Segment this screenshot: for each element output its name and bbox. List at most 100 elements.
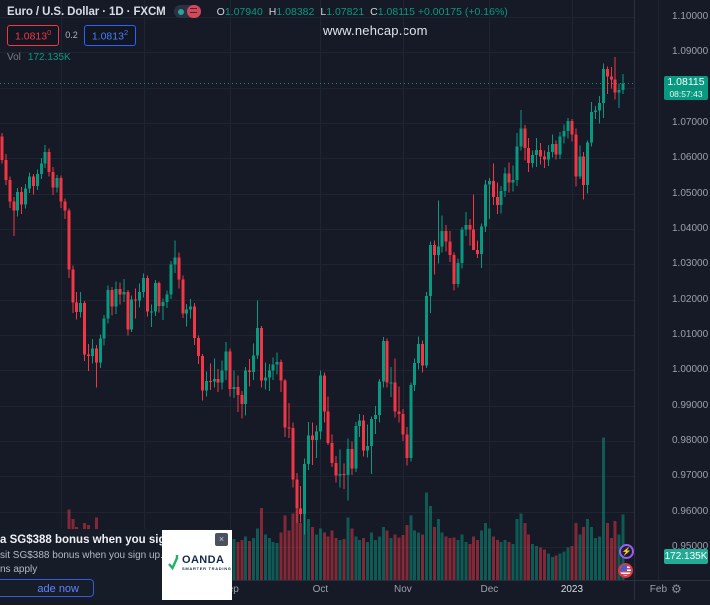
time-tick-label: Dec (480, 584, 499, 595)
volume-bar (303, 505, 307, 580)
candle-body (456, 262, 460, 285)
candle-body (185, 309, 189, 314)
candle-body (401, 414, 405, 435)
candle-body (444, 231, 448, 242)
ad-banner[interactable]: a SG$388 bonus when you sign up. sit SG$… (0, 529, 232, 600)
volume-bar (570, 545, 574, 580)
ad-logo-panel[interactable]: × OANDA SMARTER TRADING (162, 530, 232, 600)
price-tick-label: 0.99000 (672, 399, 709, 411)
time-tick-label: Nov (394, 584, 412, 595)
candle-body (425, 295, 429, 366)
time-tick-label: Feb (649, 584, 668, 595)
volume-bar (397, 537, 401, 580)
price-tick-label: 1.01000 (672, 329, 709, 340)
candle-body (617, 89, 621, 93)
volume-bar (377, 536, 381, 580)
volume-bar (539, 547, 543, 580)
price-tick-label: 0.97000 (672, 470, 709, 482)
volume-bar (311, 526, 315, 580)
candle-body (519, 128, 523, 147)
volume-bar (232, 538, 236, 580)
us-flag-event-marker-icon[interactable] (618, 563, 633, 578)
candle-body (582, 156, 586, 186)
candle-body (106, 289, 110, 319)
candle-body (138, 291, 142, 301)
candle-body (232, 386, 236, 390)
volume-bar (401, 535, 405, 580)
volume-bar (558, 553, 562, 580)
oanda-mark-icon (168, 555, 179, 571)
symbol-title[interactable]: Euro / U.S. Dollar · 1D · FXCM (7, 5, 166, 18)
candle-body (491, 180, 495, 197)
candle-body (90, 348, 94, 357)
volume-bar (326, 536, 330, 580)
candle-body (409, 385, 413, 458)
candle-body (79, 303, 83, 313)
candle-body (307, 435, 311, 464)
volume-bar (487, 528, 491, 580)
price-tick-label: 1.10000 (672, 11, 709, 22)
candle-body (562, 130, 566, 137)
price-tick-label: 0.96000 (672, 505, 709, 517)
candle-body (566, 120, 570, 131)
candle-body (369, 419, 373, 446)
volume-bar (267, 538, 271, 580)
candle-body (267, 370, 271, 378)
candle-body (122, 291, 126, 295)
candle-body (436, 246, 440, 256)
time-axis-settings-icon[interactable]: ⚙ (671, 582, 682, 596)
candle-body (354, 426, 358, 469)
sell-button[interactable]: 1.08130 (7, 25, 60, 46)
candle-body (8, 180, 12, 202)
volume-bar (499, 542, 503, 580)
candle-body (12, 201, 16, 211)
candle-body (228, 351, 232, 390)
candle-body (20, 191, 24, 205)
price-axis[interactable]: 1.100001.090001.080001.070001.060001.050… (635, 0, 710, 580)
volume-bar (385, 530, 389, 580)
volume-bar (542, 549, 546, 580)
volume-bar (444, 536, 448, 580)
candle-body (346, 448, 350, 475)
candle-body (98, 338, 102, 363)
volume-bar (373, 540, 377, 580)
price-tick-label: 1.04000 (672, 223, 709, 234)
candle-body (594, 110, 598, 113)
candle-body (542, 156, 546, 160)
volume-bar (417, 532, 421, 580)
candle-body (193, 306, 197, 339)
price-tick-label: 0.95000 (672, 541, 709, 552)
buy-button[interactable]: 1.08132 (83, 25, 137, 46)
volume-bar (259, 507, 263, 580)
candle-body (499, 190, 503, 205)
candle-body (149, 311, 153, 313)
lightning-event-marker-icon[interactable]: ⚡ (619, 544, 634, 559)
volume-bar (586, 519, 590, 580)
volume-bar (405, 524, 409, 580)
candle-body (31, 176, 35, 186)
volume-bar (432, 526, 436, 580)
volume-bar (314, 534, 318, 580)
volume-bar (609, 538, 613, 580)
market-status-toggle[interactable] (173, 5, 201, 18)
market-list-icon (186, 5, 201, 18)
candle-body (212, 378, 216, 382)
candle-body (480, 226, 484, 255)
volume-bar (322, 532, 326, 580)
volume-bar (330, 530, 334, 580)
oanda-tagline: SMARTER TRADING (182, 566, 232, 571)
candle-body (523, 128, 527, 149)
candle-body (255, 327, 259, 356)
candle-body (574, 134, 578, 177)
bid-ask-row: 1.08130 0.2 1.08132 (7, 25, 508, 46)
candle-body (613, 79, 617, 93)
candle-body (94, 348, 98, 363)
candle-body (252, 355, 256, 373)
candle-body (476, 249, 480, 255)
ad-close-icon[interactable]: × (215, 533, 228, 546)
volume-bar (440, 532, 444, 580)
volume-bar (503, 540, 507, 580)
candle-body (303, 463, 307, 514)
ad-cta-button[interactable]: ade now (0, 579, 94, 597)
